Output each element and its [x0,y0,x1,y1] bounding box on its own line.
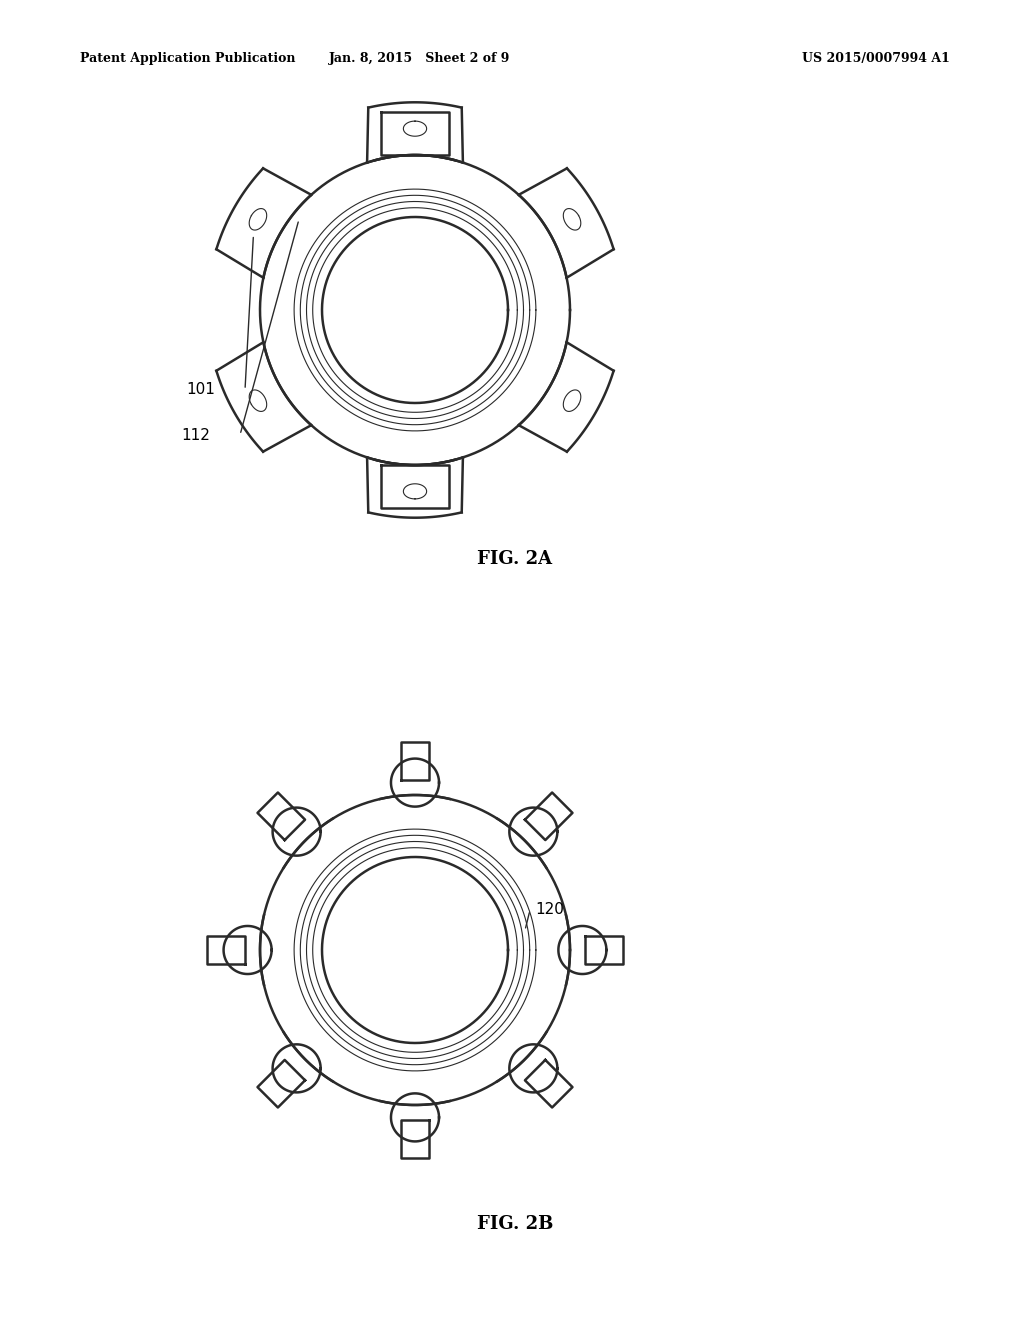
Text: Patent Application Publication: Patent Application Publication [80,51,296,65]
Text: US 2015/0007994 A1: US 2015/0007994 A1 [802,51,950,65]
Text: FIG. 2A: FIG. 2A [477,550,553,568]
Text: 101: 101 [186,383,215,397]
Text: FIG. 2B: FIG. 2B [477,1214,553,1233]
Text: Jan. 8, 2015   Sheet 2 of 9: Jan. 8, 2015 Sheet 2 of 9 [330,51,511,65]
Text: 120: 120 [535,903,564,917]
Text: 112: 112 [181,428,210,442]
